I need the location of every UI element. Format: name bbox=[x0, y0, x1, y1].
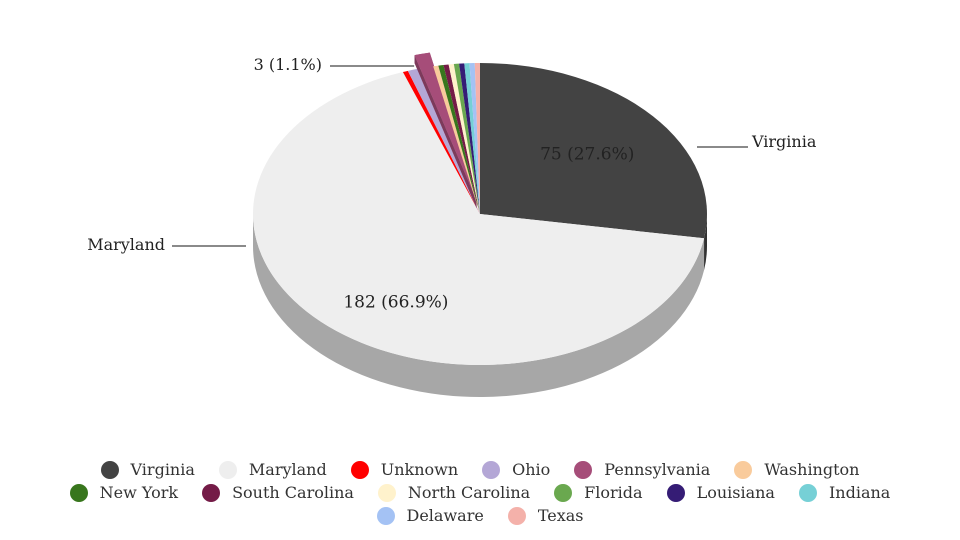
legend-item[interactable]: Ohio bbox=[482, 460, 550, 479]
legend-label: Ohio bbox=[512, 460, 551, 479]
legend-item[interactable]: Virginia bbox=[100, 460, 195, 479]
slice-new-york[interactable] bbox=[438, 64, 480, 214]
legend-label: Virginia bbox=[130, 460, 195, 479]
slice-maryland[interactable] bbox=[253, 71, 705, 365]
slice-florida[interactable] bbox=[453, 63, 480, 215]
legend-swatch bbox=[507, 506, 526, 525]
outer-label: Maryland bbox=[87, 235, 165, 254]
legend-row: Virginia Maryland Unknown Ohio Pennsylvania W… bbox=[0, 458, 960, 481]
slice-virginia[interactable] bbox=[480, 63, 707, 239]
legend-item[interactable]: North Carolina bbox=[377, 483, 531, 502]
legend-label: South Carolina bbox=[232, 483, 354, 502]
pie-chart: 75 (27.6%) 182 (66.9%) Virginia Maryland 3 (… bbox=[87, 52, 817, 397]
legend-item[interactable]: Washington bbox=[734, 460, 859, 479]
slice-unknown[interactable] bbox=[402, 70, 480, 214]
legend-label: New York bbox=[99, 483, 179, 502]
legend-swatch bbox=[798, 483, 817, 502]
legend-item[interactable]: New York bbox=[69, 483, 179, 502]
slice-delaware[interactable] bbox=[469, 63, 480, 215]
legend-swatch bbox=[377, 483, 396, 502]
legend-item[interactable]: South Carolina bbox=[202, 483, 354, 502]
slice-north-carolina[interactable] bbox=[448, 64, 480, 214]
slice-side-maryland bbox=[252, 214, 705, 397]
legend: Virginia Maryland Unknown Ohio Pennsylvania W… bbox=[0, 458, 960, 527]
legend-swatch bbox=[350, 460, 369, 479]
legend-swatch bbox=[218, 460, 237, 479]
outer-label: 3 (1.1%) bbox=[254, 55, 322, 74]
legend-swatch bbox=[554, 483, 573, 502]
legend-item[interactable]: Maryland bbox=[218, 460, 327, 479]
legend-swatch bbox=[734, 460, 753, 479]
slice-ohio[interactable] bbox=[407, 68, 480, 214]
legend-swatch bbox=[666, 483, 685, 502]
legend-label: Indiana bbox=[828, 483, 891, 502]
legend-item[interactable]: Texas bbox=[507, 506, 584, 525]
data-label: 182 (66.9%) bbox=[343, 292, 448, 312]
legend-swatch bbox=[202, 483, 221, 502]
legend-swatch bbox=[376, 506, 395, 525]
legend-label: Delaware bbox=[406, 506, 484, 525]
legend-label: Pennsylvania bbox=[604, 460, 711, 479]
legend-label: Washington bbox=[764, 460, 860, 479]
legend-item[interactable]: Indiana bbox=[798, 483, 891, 502]
slice-side-virginia bbox=[704, 214, 707, 271]
legend-label: Maryland bbox=[248, 460, 327, 479]
slice-washington[interactable] bbox=[433, 65, 480, 214]
legend-label: Louisiana bbox=[696, 483, 775, 502]
legend-swatch bbox=[482, 460, 501, 479]
legend-item[interactable]: Pennsylvania bbox=[574, 460, 710, 479]
slice-louisiana[interactable] bbox=[459, 63, 480, 214]
legend-label: Unknown bbox=[380, 460, 459, 479]
legend-item[interactable]: Florida bbox=[554, 483, 643, 502]
slice-texas[interactable] bbox=[474, 63, 480, 214]
data-label: 75 (27.6%) bbox=[540, 144, 634, 164]
legend-swatch bbox=[69, 483, 88, 502]
legend-swatch bbox=[574, 460, 593, 479]
slice-top bbox=[414, 52, 477, 201]
legend-label: Texas bbox=[537, 506, 584, 525]
slice-indiana[interactable] bbox=[464, 63, 480, 215]
legend-row: New York South Carolina North Carolina Flor… bbox=[0, 481, 960, 504]
legend-row: Delaware Texas bbox=[0, 504, 960, 527]
legend-swatch bbox=[100, 460, 119, 479]
slice-edge bbox=[414, 55, 477, 209]
legend-item[interactable]: Louisiana bbox=[666, 483, 775, 502]
legend-label: Florida bbox=[584, 483, 643, 502]
outer-label: Virginia bbox=[751, 132, 817, 151]
legend-item[interactable]: Unknown bbox=[350, 460, 459, 479]
legend-item[interactable]: Delaware bbox=[376, 506, 484, 525]
legend-label: North Carolina bbox=[407, 483, 531, 502]
slice-south-carolina[interactable] bbox=[443, 64, 480, 214]
